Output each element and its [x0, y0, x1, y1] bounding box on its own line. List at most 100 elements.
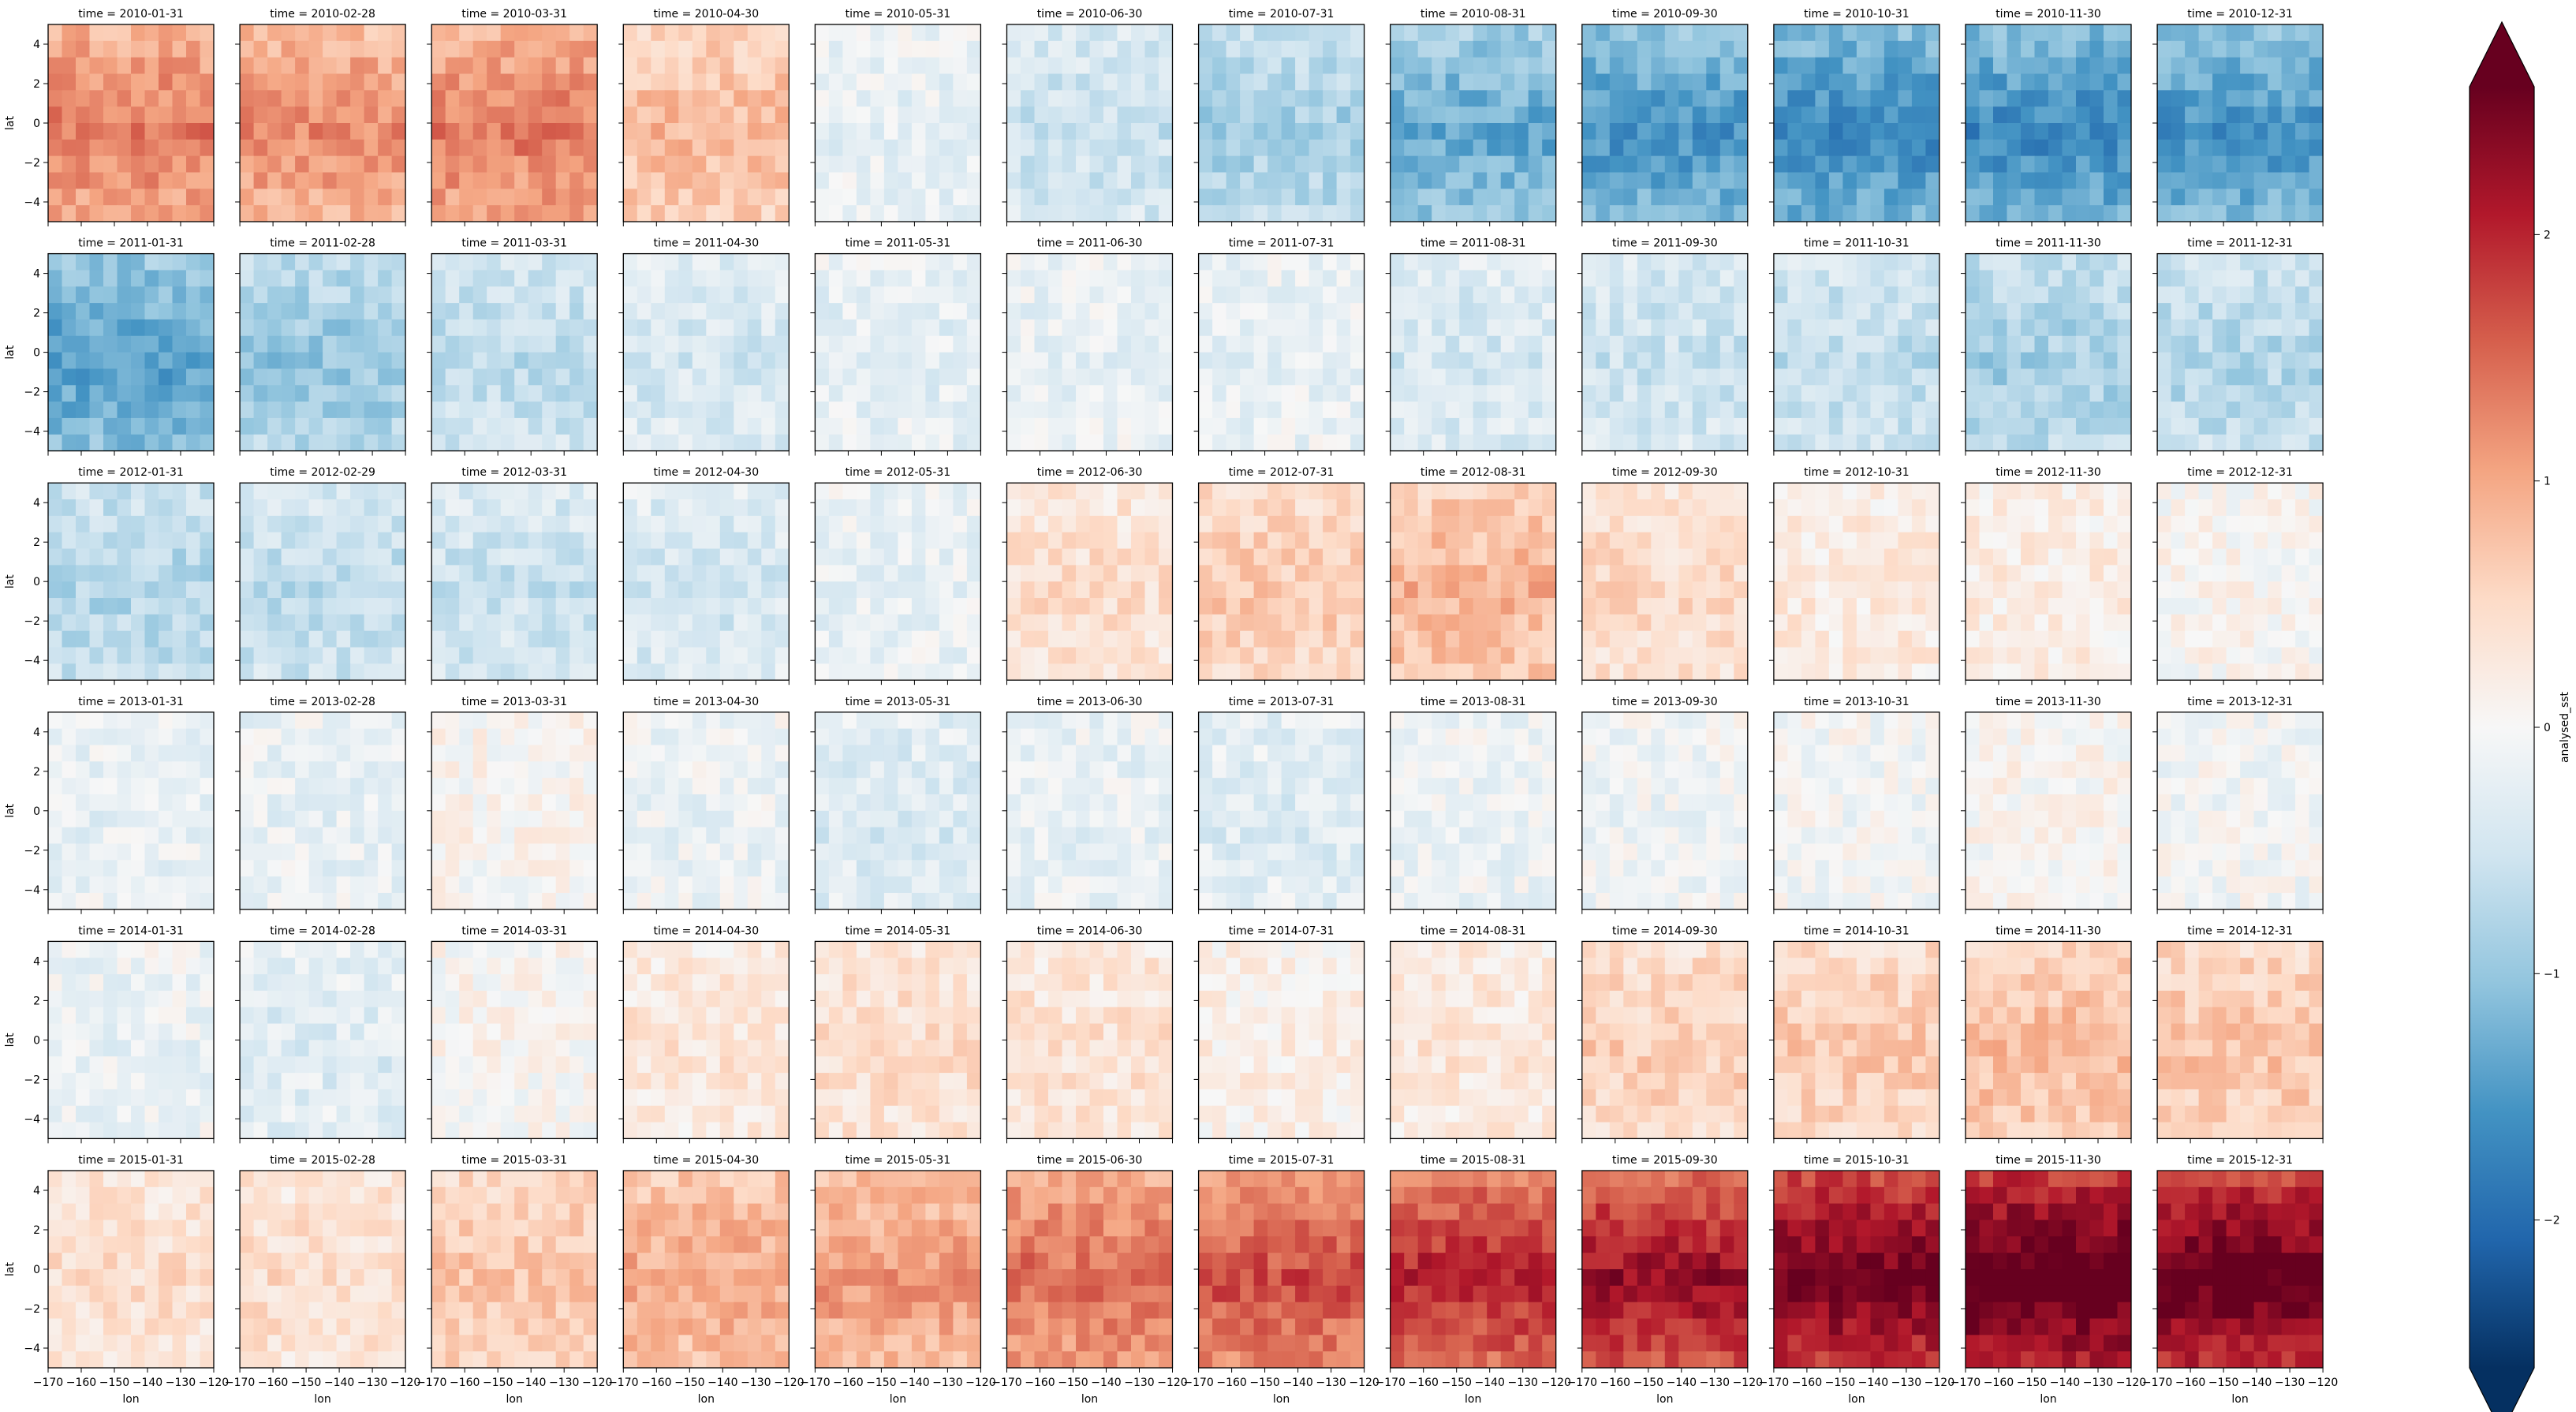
heat-cell [281, 155, 296, 174]
heat-cell [281, 172, 296, 189]
heat-cell [1131, 303, 1146, 320]
heat-cell [2281, 368, 2296, 386]
heat-cell [569, 253, 584, 271]
heat-cell [1404, 499, 1419, 517]
heat-cell [1773, 57, 1788, 75]
heat-cell [925, 581, 940, 599]
heat-cell [1253, 565, 1268, 582]
heat-cell [1281, 417, 1296, 435]
heat-cell [281, 417, 296, 435]
heat-cell [2062, 319, 2077, 337]
heat-cell [623, 614, 638, 632]
heat-cell [253, 253, 268, 271]
heat-cell [131, 581, 146, 599]
heat-cell [336, 598, 351, 615]
heat-cell [1323, 57, 1338, 75]
panel-title: time = 2012-07-31 [1229, 466, 1335, 479]
heat-cell [856, 581, 871, 599]
heat-cell [569, 303, 584, 320]
heat-cell [2309, 319, 2324, 337]
heat-cell [678, 155, 693, 174]
heat-cell [1267, 548, 1282, 566]
heat-cell [747, 663, 762, 681]
panel-title: time = 2010-01-31 [78, 8, 184, 21]
heat-cell [734, 189, 749, 206]
heat-cell [1445, 303, 1460, 320]
heat-cell [1459, 205, 1474, 222]
heat-cell [1487, 189, 1502, 206]
heat-cell [925, 73, 940, 91]
heat-cell [200, 548, 214, 566]
heat-cell [747, 286, 762, 304]
heat-cell [925, 205, 940, 222]
heat-cell [719, 73, 734, 91]
heat-cell [2171, 139, 2186, 157]
heat-cell [1528, 515, 1543, 533]
heat-cell [583, 565, 598, 582]
heat-cell [2048, 303, 2063, 320]
heat-cell [364, 106, 379, 124]
heat-cell [2157, 205, 2172, 222]
y-tick-label: 4 [33, 39, 40, 51]
heat-cell [1856, 205, 1871, 222]
heat-cell [1336, 663, 1351, 681]
heat-cell [1281, 205, 1296, 222]
heat-cell [62, 565, 77, 582]
heat-cell [2171, 40, 2186, 58]
heat-cell [472, 532, 487, 550]
heat-cell [1006, 402, 1021, 419]
heat-cell [1500, 123, 1515, 140]
heat-cell [459, 73, 474, 91]
heat-cell [828, 270, 843, 287]
heat-cell [761, 402, 776, 419]
heat-cell [1144, 253, 1159, 271]
heat-cell [1240, 630, 1255, 648]
heat-cell [1773, 434, 1788, 451]
heat-cell [734, 73, 749, 91]
heat-cell [1103, 565, 1118, 582]
heat-cell [1021, 270, 1036, 287]
y-tick-label: 4 [33, 497, 40, 510]
heat-cell [1281, 352, 1296, 370]
heat-cell [117, 515, 132, 533]
heat-cell [856, 90, 871, 107]
heat-cell [1117, 402, 1132, 419]
heat-cell [1734, 73, 1748, 91]
heat-cell [144, 205, 159, 222]
heat-cell [323, 630, 338, 648]
heat-cell [1323, 155, 1338, 174]
heat-cell [1117, 90, 1132, 107]
heat-cell [2104, 24, 2119, 42]
heat-cell [528, 303, 543, 320]
heat-cell [200, 663, 214, 681]
heat-cell [1390, 172, 1405, 189]
panel-title: time = 2012-02-29 [270, 466, 375, 479]
heat-cell [1240, 205, 1255, 222]
heat-cell [1898, 155, 1913, 174]
heat-cell [1226, 532, 1241, 550]
heat-cell [966, 189, 981, 206]
heat-cell [528, 73, 543, 91]
heat-cell [939, 368, 954, 386]
heat-cell [1281, 123, 1296, 140]
heat-cell [472, 172, 487, 189]
heat-cell [761, 155, 776, 174]
heat-cell [200, 155, 214, 174]
heat-cell [378, 40, 393, 58]
heat-cell [828, 614, 843, 632]
heat-cell [1253, 385, 1268, 402]
heat-cell [1815, 205, 1830, 222]
heat-cell [1390, 303, 1405, 320]
heat-cell [1678, 417, 1693, 435]
heat-cell [2007, 106, 2022, 124]
heat-cell [431, 532, 446, 550]
heat-cell [1144, 434, 1159, 451]
heat-cell [1076, 123, 1091, 140]
heat-cell [1487, 106, 1502, 124]
heat-cell [1159, 319, 1173, 337]
heat-cell [651, 303, 666, 320]
heat-cell [76, 24, 91, 42]
heat-cell [391, 73, 406, 91]
heat-cell [1993, 24, 2008, 42]
heat-cell [883, 565, 898, 582]
